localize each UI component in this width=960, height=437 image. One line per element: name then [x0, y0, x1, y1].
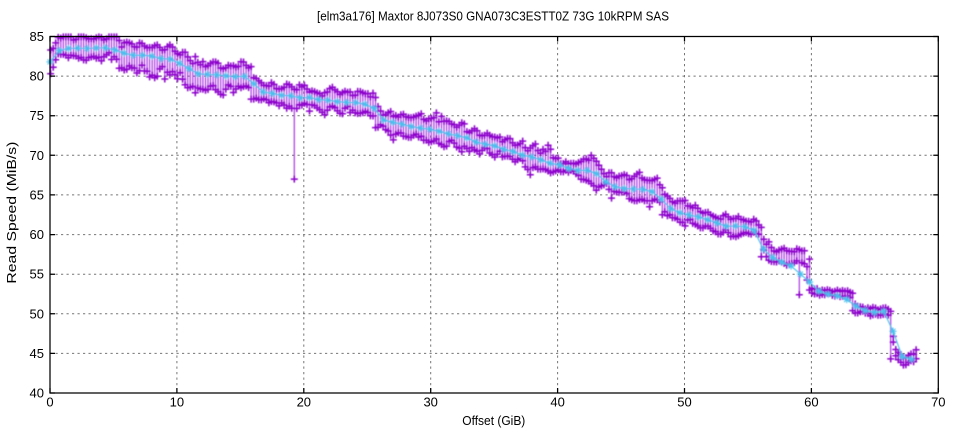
- svg-text:75: 75: [30, 108, 44, 123]
- svg-text:50: 50: [677, 395, 691, 410]
- svg-text:65: 65: [30, 187, 44, 202]
- svg-text:85: 85: [30, 29, 44, 44]
- svg-text:Read Speed (MiB/s): Read Speed (MiB/s): [4, 142, 19, 284]
- svg-text:60: 60: [804, 395, 818, 410]
- svg-text:50: 50: [30, 306, 44, 321]
- svg-text:80: 80: [30, 69, 44, 84]
- svg-text:45: 45: [30, 346, 44, 361]
- svg-text:10: 10: [170, 395, 184, 410]
- svg-text:Offset (GiB): Offset (GiB): [462, 413, 525, 428]
- svg-text:20: 20: [297, 395, 311, 410]
- svg-text:55: 55: [30, 267, 44, 282]
- svg-text:40: 40: [550, 395, 564, 410]
- svg-text:[elm3a176] Maxtor 8J073S0 GNA0: [elm3a176] Maxtor 8J073S0 GNA073C3ESTT0Z…: [317, 9, 669, 24]
- svg-text:40: 40: [30, 386, 44, 401]
- svg-text:60: 60: [30, 227, 44, 242]
- svg-text:70: 70: [931, 395, 945, 410]
- svg-text:30: 30: [423, 395, 437, 410]
- svg-text:70: 70: [30, 148, 44, 163]
- svg-text:0: 0: [46, 395, 53, 410]
